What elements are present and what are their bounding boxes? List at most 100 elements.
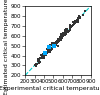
Point: [52, 45, 54, 46]
Point: [60, 37, 62, 39]
Point: [66, 28, 68, 30]
Point: [37, 58, 39, 60]
Point: [58, 40, 60, 42]
Point: [79, 16, 81, 18]
Point: [38, 58, 40, 60]
Point: [60, 37, 61, 39]
Point: [53, 45, 55, 46]
Point: [42, 57, 44, 58]
Point: [47, 50, 48, 51]
Point: [44, 58, 45, 59]
Point: [57, 39, 59, 40]
Point: [60, 33, 62, 35]
Point: [60, 38, 61, 40]
Point: [60, 37, 62, 39]
Point: [43, 53, 45, 55]
Point: [66, 30, 68, 32]
Point: [67, 31, 68, 32]
Point: [46, 52, 47, 54]
Point: [55, 45, 56, 46]
Point: [56, 41, 58, 43]
Point: [60, 38, 61, 40]
Point: [50, 48, 51, 50]
Point: [34, 64, 36, 66]
Point: [42, 56, 43, 57]
Point: [55, 42, 57, 44]
Point: [55, 43, 57, 44]
Point: [76, 20, 78, 21]
Point: [63, 33, 64, 35]
Point: [50, 47, 52, 48]
Point: [35, 65, 37, 67]
Point: [70, 26, 71, 27]
Point: [40, 57, 42, 59]
Point: [52, 45, 54, 47]
Point: [57, 39, 59, 40]
Point: [74, 21, 76, 22]
Point: [44, 52, 46, 53]
Point: [49, 46, 50, 47]
Point: [55, 42, 56, 44]
Point: [38, 59, 40, 61]
Point: [54, 42, 55, 43]
Point: [46, 52, 48, 53]
Point: [38, 59, 40, 61]
Point: [53, 43, 55, 45]
Point: [42, 54, 44, 56]
Point: [64, 29, 66, 31]
Point: [36, 63, 37, 65]
Point: [60, 39, 61, 40]
Point: [45, 53, 46, 55]
Point: [75, 22, 76, 24]
Point: [62, 34, 64, 35]
Point: [36, 63, 38, 65]
Point: [66, 28, 67, 30]
Point: [38, 61, 39, 62]
Point: [66, 30, 67, 32]
Point: [64, 30, 66, 31]
Point: [50, 50, 52, 51]
Point: [77, 18, 79, 19]
Point: [42, 56, 44, 58]
Point: [43, 54, 44, 55]
Point: [59, 38, 61, 40]
Point: [48, 51, 49, 53]
Point: [72, 24, 74, 26]
Point: [69, 30, 71, 31]
Point: [59, 38, 61, 40]
Point: [62, 33, 64, 34]
Point: [73, 22, 75, 24]
Point: [62, 35, 64, 36]
Point: [76, 19, 77, 21]
Point: [59, 37, 61, 38]
Point: [62, 34, 64, 35]
Point: [62, 34, 64, 36]
Point: [57, 41, 59, 43]
Point: [53, 44, 55, 45]
Point: [43, 54, 45, 56]
Point: [38, 62, 39, 63]
Point: [53, 43, 54, 45]
Point: [65, 31, 67, 32]
Point: [62, 35, 64, 37]
Point: [69, 24, 71, 25]
Point: [64, 32, 66, 33]
Point: [61, 37, 63, 38]
Point: [75, 21, 76, 22]
Point: [62, 35, 64, 36]
Point: [50, 47, 52, 48]
Point: [38, 60, 40, 62]
Point: [49, 47, 51, 48]
Point: [45, 52, 47, 54]
Point: [48, 49, 49, 50]
Point: [47, 50, 49, 51]
Point: [64, 34, 66, 36]
Point: [45, 51, 46, 53]
Point: [62, 32, 64, 34]
Point: [66, 28, 68, 30]
Point: [70, 26, 72, 28]
Point: [40, 54, 42, 56]
Point: [55, 42, 56, 43]
Point: [61, 39, 62, 40]
Point: [71, 25, 72, 27]
